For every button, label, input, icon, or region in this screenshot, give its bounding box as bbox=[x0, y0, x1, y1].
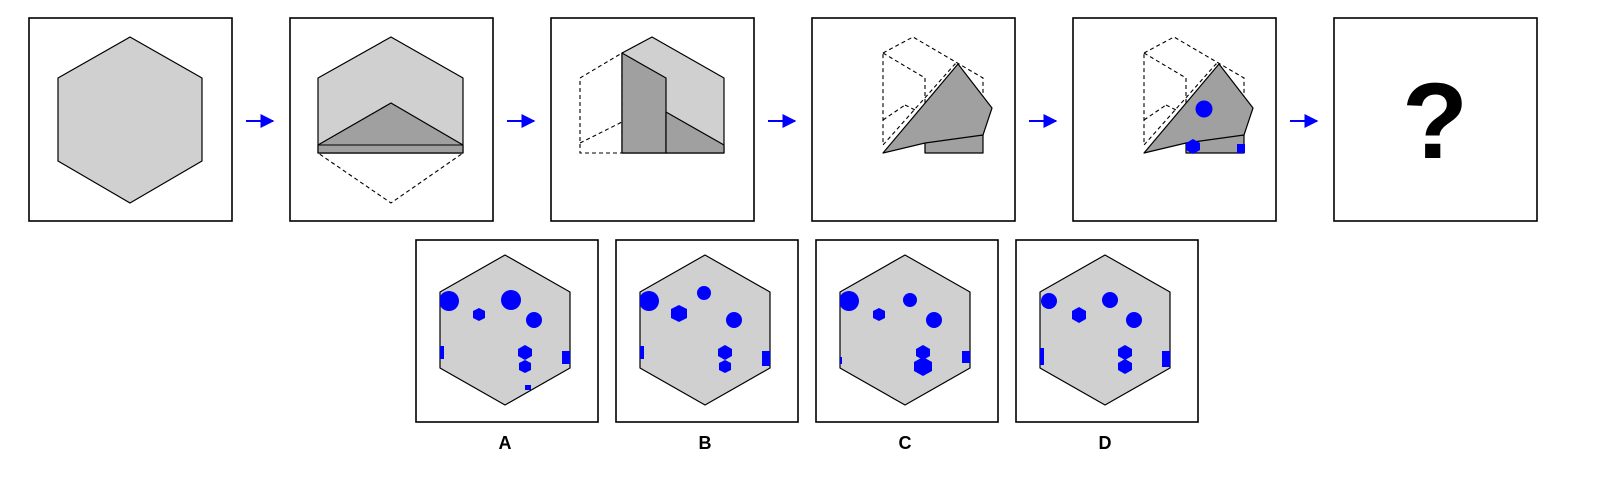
diagonal-flap bbox=[882, 63, 993, 154]
punched-hexagon-hole bbox=[1186, 139, 1200, 154]
option-c-label: C bbox=[899, 433, 912, 453]
folded-strip-bottom bbox=[665, 111, 725, 154]
option-b[interactable]: B bbox=[615, 239, 799, 453]
option-b-label: B bbox=[699, 433, 712, 453]
option-d-label: D bbox=[1099, 433, 1112, 453]
question-panel: ? bbox=[1333, 17, 1538, 222]
option-d[interactable]: D bbox=[1015, 239, 1199, 453]
paper-hexagon bbox=[57, 36, 203, 204]
step-3-panel bbox=[550, 17, 755, 222]
step-1-panel bbox=[28, 17, 233, 222]
option-a[interactable]: A bbox=[415, 239, 599, 453]
punched-square-hole bbox=[1237, 144, 1245, 153]
punched-circle-hole bbox=[1195, 100, 1213, 118]
step-4-panel bbox=[811, 17, 1016, 222]
option-a-label: A bbox=[499, 433, 512, 453]
question-mark: ? bbox=[1402, 60, 1468, 181]
folded-flap bbox=[317, 102, 464, 154]
option-c[interactable]: C bbox=[815, 239, 999, 453]
step-2-panel bbox=[289, 17, 494, 222]
step-5-panel bbox=[1072, 17, 1277, 222]
